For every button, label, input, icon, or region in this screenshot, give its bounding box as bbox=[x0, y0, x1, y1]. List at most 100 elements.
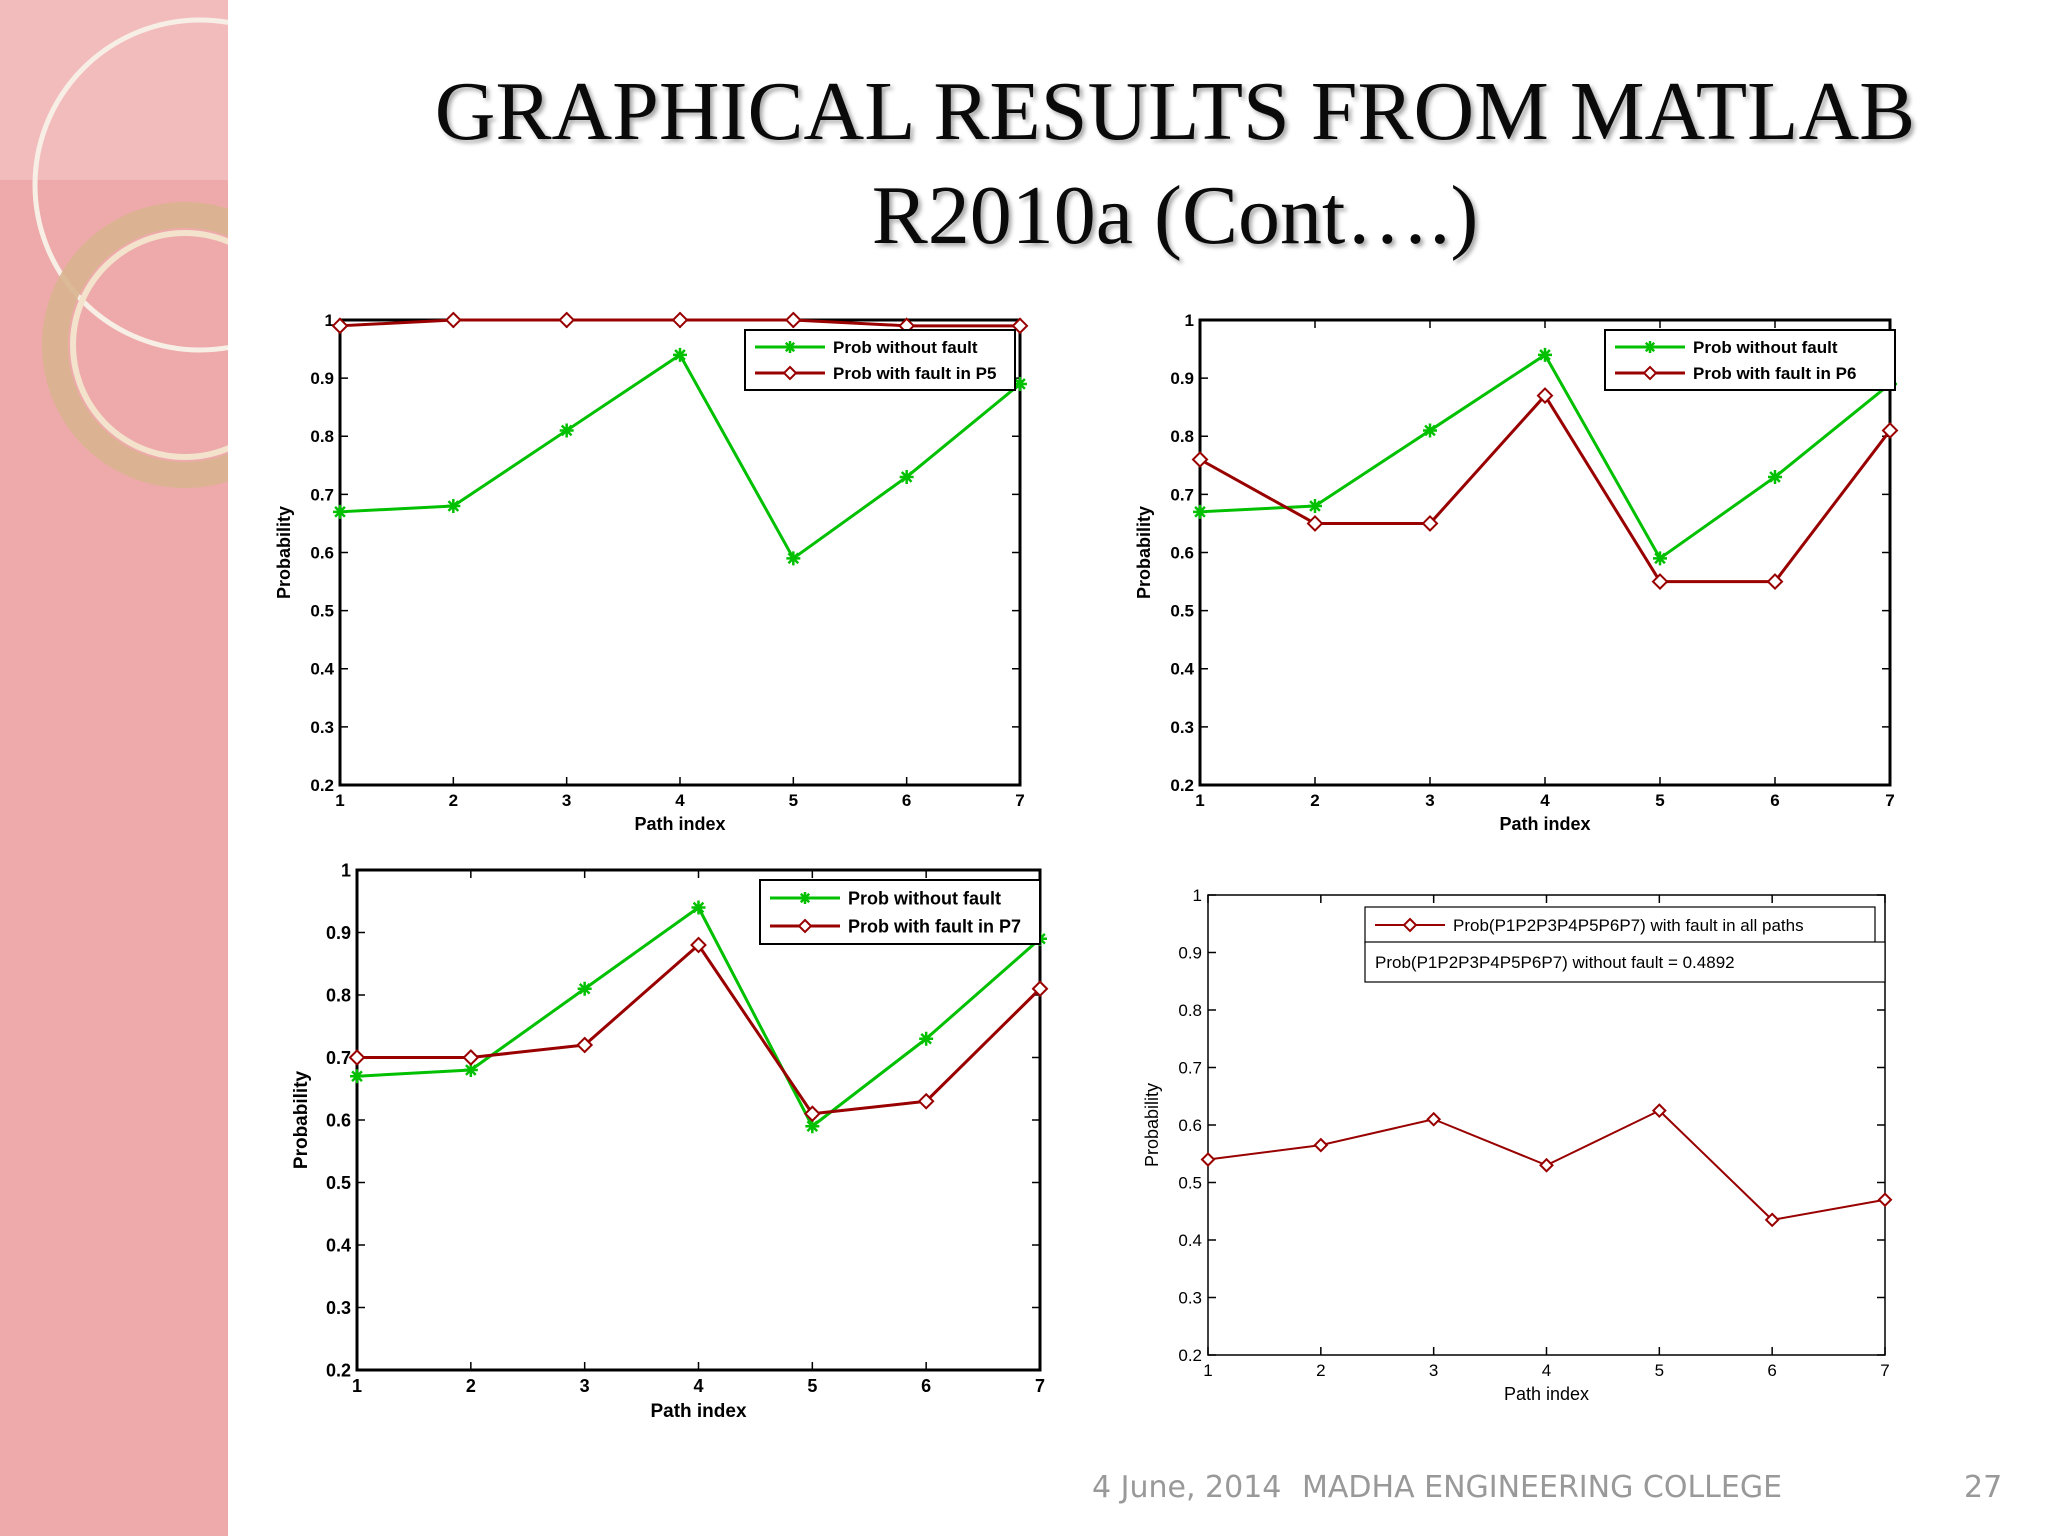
data-point-star bbox=[899, 469, 914, 484]
x-tick-label: 6 bbox=[1767, 1361, 1776, 1380]
legend-marker-star bbox=[799, 892, 811, 904]
data-point-diamond bbox=[1766, 573, 1784, 590]
data-point-star bbox=[1423, 423, 1437, 438]
legend-entry-label: Prob with fault in P7 bbox=[848, 916, 1021, 936]
data-point-diamond bbox=[331, 317, 349, 335]
x-tick-label: 4 bbox=[1540, 791, 1550, 810]
slide-title: GRAPHICAL RESULTS FROM MATLAB R2010a (Co… bbox=[300, 60, 2048, 268]
x-tick-label: 5 bbox=[1655, 791, 1664, 810]
x-tick-label: 2 bbox=[1316, 1361, 1325, 1380]
decorative-side-band bbox=[0, 0, 228, 1536]
x-tick-label: 2 bbox=[449, 791, 458, 810]
data-point-star bbox=[1013, 376, 1027, 391]
data-point-star bbox=[1193, 504, 1207, 519]
x-tick-label: 3 bbox=[1429, 1361, 1438, 1380]
data-point-star bbox=[463, 1063, 478, 1077]
y-tick-label: 0.4 bbox=[1178, 1231, 1202, 1250]
x-tick-label: 3 bbox=[562, 791, 571, 810]
data-point-star bbox=[333, 504, 347, 519]
chart-fault-p5: 1 2 3 4 5 6 7 0.2 0.3 0.4 0.5 0.6 0.7 0.8 0.9 1 Path ind… bbox=[274, 311, 1029, 834]
y-tick-label: 0.4 bbox=[310, 660, 334, 679]
y-tick-label: 0.3 bbox=[1170, 718, 1194, 737]
legend-box bbox=[759, 879, 1041, 945]
annotation-text: Prob(P1P2P3P4P5P6P7) without fault = 0.4… bbox=[1375, 953, 1735, 972]
y-tick-label: 1 bbox=[1185, 311, 1194, 330]
y-tick-label: 1 bbox=[1193, 886, 1202, 905]
y-tick-label: 0.6 bbox=[326, 1110, 351, 1130]
x-tick-label: 6 bbox=[1770, 791, 1779, 810]
x-tick-label: 1 bbox=[335, 791, 344, 810]
slide-title-line-1: GRAPHICAL RESULTS FROM MATLAB bbox=[434, 65, 1916, 158]
y-tick-label: 0.5 bbox=[1170, 602, 1194, 621]
data-point-diamond bbox=[1313, 1137, 1329, 1153]
y-tick-label: 0.8 bbox=[326, 985, 351, 1005]
x-tick-label: 3 bbox=[580, 1376, 590, 1396]
y-axis-label: Probability bbox=[274, 506, 294, 599]
x-axis-label: Path index bbox=[1504, 1384, 1589, 1404]
data-point-star bbox=[1653, 551, 1667, 566]
y-tick-label: 0.2 bbox=[1178, 1346, 1202, 1365]
x-tick-label: 5 bbox=[807, 1376, 817, 1396]
y-tick-label: 0.6 bbox=[310, 543, 334, 562]
y-tick-label: 0.3 bbox=[326, 1298, 351, 1318]
x-axis-label: Path index bbox=[650, 1401, 747, 1422]
chart-fault-all-paths: 1 2 3 4 5 6 7 0.2 0.3 0.4 0.5 0.6 0.7 0.8 0.9 1 Path ind… bbox=[1142, 886, 1893, 1404]
y-tick-label: 0.2 bbox=[1170, 776, 1194, 795]
y-tick-label: 0.9 bbox=[1170, 369, 1194, 388]
data-point-diamond bbox=[462, 1049, 480, 1066]
data-point-diamond bbox=[1421, 515, 1439, 532]
slide-page-number: 27 bbox=[1964, 1470, 2003, 1505]
data-point-star bbox=[786, 551, 801, 566]
legend-entry-label: Prob(P1P2P3P4P5P6P7) with fault in all p… bbox=[1453, 916, 1804, 935]
y-axis-label: Probability bbox=[1142, 1083, 1162, 1167]
legend-box bbox=[1364, 906, 1876, 944]
x-tick-label: 2 bbox=[1310, 791, 1319, 810]
x-tick-label: 3 bbox=[1425, 791, 1434, 810]
data-point-diamond bbox=[444, 311, 462, 329]
footer-organization: MADHA ENGINEERING COLLEGE bbox=[1302, 1470, 1783, 1505]
x-tick-label: 5 bbox=[1655, 1361, 1664, 1380]
legend-marker-diamond bbox=[782, 365, 798, 381]
x-tick-label: 4 bbox=[693, 1376, 703, 1396]
y-tick-label: 0.7 bbox=[310, 485, 334, 504]
footer-date: 4 June, 2014 bbox=[1092, 1470, 1282, 1505]
data-point-diamond bbox=[1539, 1157, 1554, 1173]
data-point-star bbox=[559, 423, 574, 438]
y-tick-label: 1 bbox=[341, 860, 351, 880]
x-tick-label: 7 bbox=[1035, 1376, 1045, 1396]
data-point-diamond bbox=[576, 1036, 594, 1054]
legend-box bbox=[1604, 329, 1896, 391]
plot-frame bbox=[338, 318, 1022, 787]
data-point-diamond bbox=[1651, 1103, 1667, 1119]
data-point-star bbox=[673, 347, 687, 362]
legend-marker-diamond bbox=[1402, 917, 1418, 933]
y-tick-label: 0.6 bbox=[1170, 543, 1194, 562]
data-point-diamond bbox=[1426, 1111, 1442, 1127]
x-tick-label: 1 bbox=[1203, 1361, 1212, 1380]
y-axis-label: Probability bbox=[291, 1070, 312, 1169]
y-tick-label: 0.9 bbox=[310, 369, 334, 388]
y-tick-label: 0.4 bbox=[326, 1235, 351, 1255]
y-tick-label: 0.5 bbox=[1178, 1173, 1202, 1192]
y-tick-label: 0.7 bbox=[1170, 485, 1194, 504]
data-point-diamond bbox=[1031, 980, 1049, 998]
legend-entry-label: Prob with fault in P6 bbox=[1693, 364, 1856, 383]
data-point-diamond bbox=[348, 1049, 366, 1066]
legend-entry-label: Prob without fault bbox=[1693, 338, 1838, 357]
legend-entry-label: Prob with fault in P5 bbox=[833, 364, 996, 383]
legend-marker-diamond bbox=[1642, 365, 1658, 381]
data-point-star bbox=[1768, 469, 1782, 484]
y-tick-label: 0.4 bbox=[1170, 660, 1194, 679]
legend-marker-star bbox=[1644, 341, 1656, 353]
chart-fault-p7: 1 2 3 4 5 6 7 0.2 0.3 0.4 0.5 0.6 0.7 0.8 0.9 1 Path ind… bbox=[291, 860, 1049, 1422]
y-tick-label: 0.3 bbox=[1178, 1288, 1202, 1307]
x-tick-label: 4 bbox=[1542, 1361, 1551, 1380]
data-point-diamond bbox=[917, 1092, 935, 1110]
data-point-diamond bbox=[1306, 515, 1324, 532]
legend-entry-label: Prob without fault bbox=[833, 338, 978, 357]
y-tick-label: 0.6 bbox=[1178, 1116, 1202, 1135]
data-point-star bbox=[1308, 499, 1322, 513]
data-point-star bbox=[577, 981, 592, 996]
y-tick-label: 0.8 bbox=[310, 427, 334, 446]
data-point-diamond bbox=[690, 936, 707, 954]
